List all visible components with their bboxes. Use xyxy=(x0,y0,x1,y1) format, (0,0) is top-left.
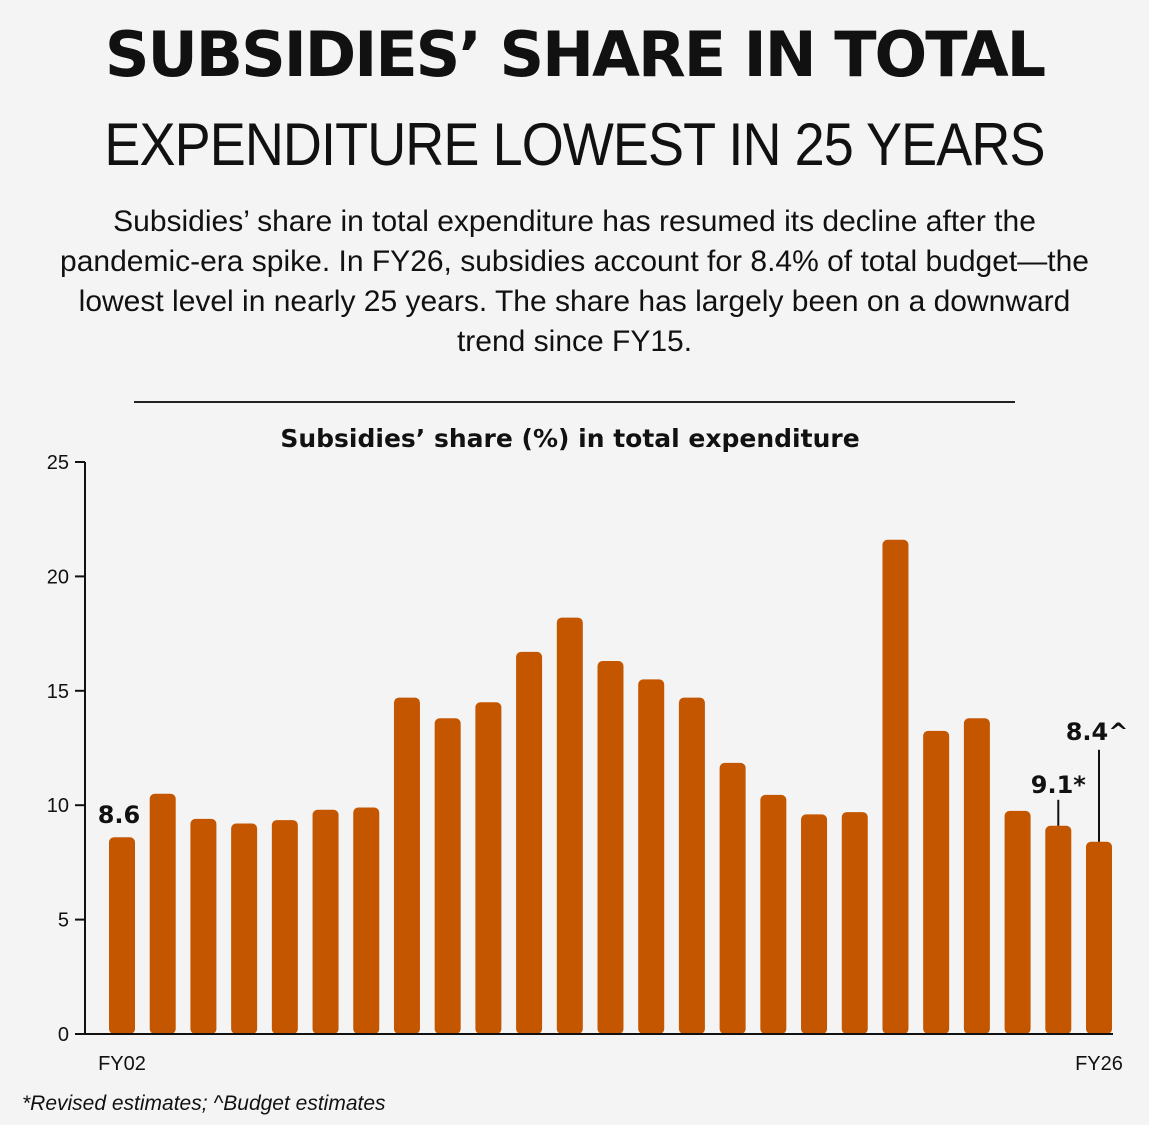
bar-fy07 xyxy=(312,809,339,1034)
data-label: 8.4^ xyxy=(1066,718,1129,746)
bar-fy14 xyxy=(597,661,624,1034)
bar-fy12 xyxy=(516,651,543,1034)
bar-fy23 xyxy=(963,718,990,1034)
bar-fy26 xyxy=(1086,841,1112,1034)
bar-fy04 xyxy=(190,818,217,1034)
bar-fy02 xyxy=(109,837,135,1034)
bar-fy20 xyxy=(841,812,868,1034)
bar-fy05 xyxy=(231,823,258,1034)
description: Subsidies’ share in total expenditure ha… xyxy=(60,205,1089,358)
headline-light: EXPENDITURE LOWEST IN 25 YEARS xyxy=(104,111,1045,178)
y-tick-label: 15 xyxy=(47,681,69,703)
bar-fy13 xyxy=(556,617,583,1034)
bar-fy15 xyxy=(638,679,665,1034)
chart-title: Subsidies’ share (%) in total expenditur… xyxy=(280,424,860,453)
x-tick-label: FY02 xyxy=(98,1053,146,1075)
data-label: 9.1* xyxy=(1031,771,1087,799)
headline-bold: SUBSIDIES’ SHARE IN TOTAL xyxy=(104,18,1046,91)
bar-fy06 xyxy=(271,820,298,1034)
bar-fy19 xyxy=(801,814,828,1034)
bar-fy25 xyxy=(1045,825,1072,1034)
bar-fy16 xyxy=(678,697,705,1034)
y-tick-label: 0 xyxy=(58,1024,69,1046)
bar-fy03 xyxy=(149,793,176,1034)
bar-fy21 xyxy=(882,539,909,1034)
y-tick-label: 20 xyxy=(47,566,69,588)
x-tick-label: FY26 xyxy=(1075,1053,1123,1075)
data-label: 8.6 xyxy=(98,801,141,829)
y-tick-label: 5 xyxy=(58,910,69,932)
y-tick-label: 10 xyxy=(47,795,69,817)
footnote: *Revised estimates; ^Budget estimates xyxy=(22,1092,386,1115)
bar-fy24 xyxy=(1004,810,1031,1034)
bar-fy08 xyxy=(353,807,380,1034)
bar-fy09 xyxy=(393,697,420,1034)
bar-fy22 xyxy=(923,730,950,1034)
bar-fy18 xyxy=(760,794,787,1034)
bar-fy17 xyxy=(719,762,746,1034)
divider xyxy=(134,401,1015,403)
bar-fy11 xyxy=(475,702,502,1034)
y-tick-label: 25 xyxy=(47,452,69,474)
bar-fy10 xyxy=(434,718,461,1034)
